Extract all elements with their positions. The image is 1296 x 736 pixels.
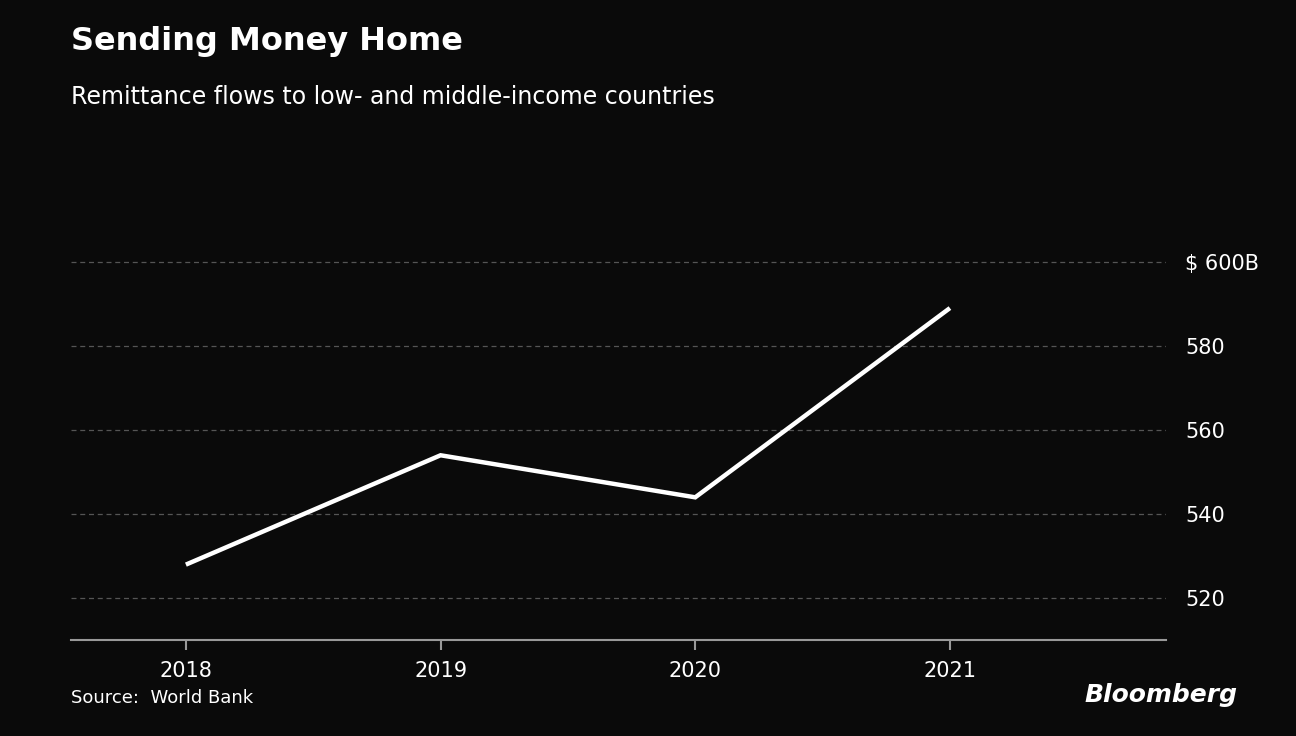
Text: Source:  World Bank: Source: World Bank	[71, 689, 254, 707]
Text: Remittance flows to low- and middle-income countries: Remittance flows to low- and middle-inco…	[71, 85, 715, 109]
Text: Sending Money Home: Sending Money Home	[71, 26, 463, 57]
Text: Bloomberg: Bloomberg	[1085, 682, 1238, 707]
